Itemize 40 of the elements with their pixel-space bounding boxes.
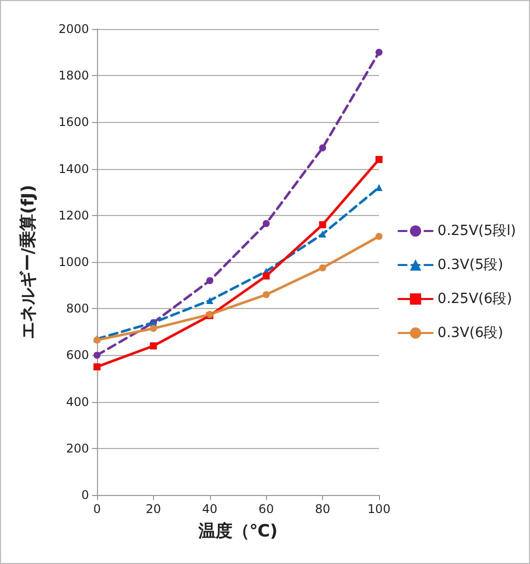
- point: [262, 220, 270, 228]
- point: [150, 324, 157, 332]
- point: [94, 363, 100, 370]
- point: [376, 156, 382, 163]
- y-tick-label: 1000: [58, 255, 89, 269]
- y-tick-label: 200: [66, 441, 89, 456]
- point: [376, 232, 382, 240]
- point: [206, 296, 214, 304]
- y-axis-title: エネルギー/乗算(fJ): [18, 184, 38, 340]
- point: [319, 264, 326, 272]
- legend-label: 0.25V(5段l): [438, 223, 516, 239]
- point: [206, 277, 214, 284]
- point: [319, 144, 326, 152]
- legend-label: 0.25V(6段): [438, 291, 512, 307]
- y-tick-label: 800: [66, 302, 89, 316]
- x-tick-label: 20: [146, 502, 162, 516]
- y-tick-label: 1600: [58, 115, 89, 130]
- point: [262, 291, 270, 298]
- x-tick-label: 80: [314, 502, 330, 516]
- point: [262, 272, 270, 280]
- x-axis-title: 温度（℃): [197, 522, 278, 542]
- y-tick-label: 600: [66, 348, 89, 362]
- x-tick-label: 100: [368, 502, 390, 516]
- y-tick-label: 2000: [58, 22, 89, 36]
- point: [376, 184, 382, 191]
- point: [150, 342, 157, 350]
- point: [319, 221, 326, 228]
- point: [319, 230, 326, 238]
- legend-label: 0.3V(5段): [438, 257, 504, 273]
- point: [376, 48, 382, 56]
- x-tick-label: 60: [258, 502, 274, 516]
- x-tick-label: 0: [93, 502, 101, 516]
- y-tick-label: 400: [66, 394, 89, 409]
- y-tick-label: 0: [81, 488, 89, 502]
- point: [94, 352, 100, 359]
- y-tick-label: 1200: [58, 208, 89, 222]
- legend-label: 0.3V(6段): [438, 325, 504, 341]
- x-tick-label: 40: [202, 502, 218, 516]
- y-tick-label: 1800: [58, 68, 89, 83]
- y-tick-label: 1400: [58, 162, 89, 176]
